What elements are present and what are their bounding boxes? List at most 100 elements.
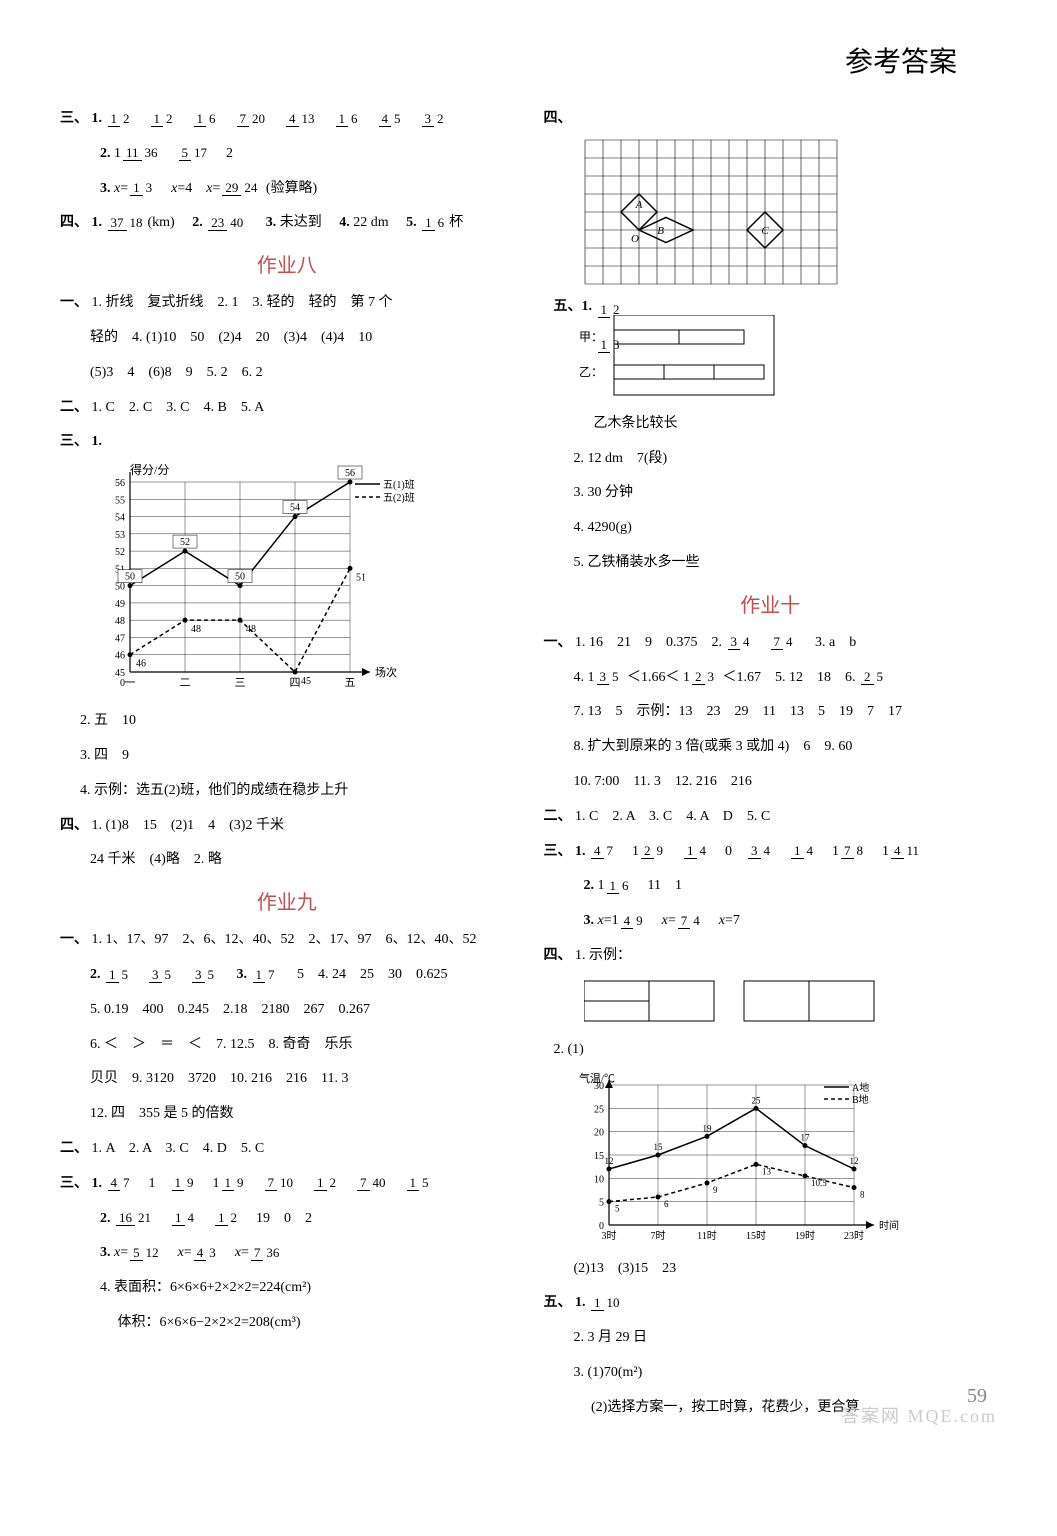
svg-text:56: 56	[115, 478, 125, 489]
svg-text:O: O	[631, 233, 639, 245]
hw9-1-2: 2. 15 35 35 3. 17 5 4. 24 25 30 0.625	[60, 960, 514, 991]
hw10-4: 四、 1. 示例：	[544, 941, 998, 972]
svg-text:9: 9	[713, 1185, 718, 1195]
bars-diagram: 五、1.甲：乙：1213	[544, 295, 998, 405]
svg-text:A: A	[634, 199, 642, 211]
svg-text:乙：: 乙：	[579, 365, 603, 379]
example-boxes	[544, 976, 998, 1031]
svg-text:47: 47	[115, 634, 125, 645]
svg-text:23时: 23时	[844, 1230, 864, 1242]
svg-text:得分/分: 得分/分	[130, 462, 169, 477]
hw9-1-12: 12. 四 355 是 5 的倍数	[60, 1099, 514, 1130]
svg-text:50: 50	[115, 582, 125, 593]
r-5-2: 2. 12 dm 7(段)	[544, 444, 998, 475]
svg-text:52: 52	[115, 547, 125, 558]
part4-row: 四、 1. 3718(km) 2. 2340 3. 未达到 4. 22 dm 5…	[60, 208, 514, 239]
part3-row2: 2. 11136 517 2	[60, 139, 514, 170]
svg-text:15时: 15时	[746, 1230, 766, 1242]
r-part4: 四、	[544, 104, 998, 135]
hw10-1-4: 4. 135 ＜1.66＜ 123 ＜1.67 5. 12 18 6. 25	[544, 663, 998, 694]
r-5-3: 3. 30 分钟	[544, 478, 998, 509]
hw10-2: 二、 1. C 2. A 3. C 4. A D 5. C	[544, 802, 998, 833]
score-chart: 得分/分454647484950515253545556一二三四五0场次5052…	[60, 462, 514, 702]
temp-chart: 气温/℃0510152025303时7时11时15时19时23时时间121519…	[544, 1070, 998, 1250]
page-title: 参考答案	[60, 40, 997, 80]
svg-text:二: 二	[180, 677, 191, 689]
svg-text:场次: 场次	[375, 665, 397, 679]
hw8-3-4: 4. 示例：选五(2)班，他们的成绩在稳步上升	[60, 776, 514, 807]
svg-text:11时: 11时	[697, 1230, 717, 1242]
hw10-3-2: 2. 116 11 1	[544, 871, 998, 902]
right-column: 四、 ABOC 五、1.甲：乙：1213 乙木条比较长 2. 12 dm 7(段…	[544, 100, 998, 1428]
hw10-1-8: 8. 扩大到原来的 3 倍(或乘 3 或加 4) 6 9. 60	[544, 732, 998, 763]
svg-text:51: 51	[356, 573, 366, 584]
svg-text:50: 50	[125, 572, 135, 583]
svg-text:54: 54	[290, 503, 300, 514]
hw9-3-2: 2. 1621 14 12 19 0 2	[60, 1204, 514, 1235]
hw10-5-1: 五、 1. 110	[544, 1288, 998, 1319]
hw9-3-3: 3. x=512 x=43 x=736	[60, 1238, 514, 1269]
svg-text:25: 25	[751, 1095, 761, 1105]
svg-text:8: 8	[860, 1189, 865, 1199]
svg-text:四: 四	[290, 677, 301, 689]
svg-text:12: 12	[849, 1156, 858, 1166]
svg-text:49: 49	[115, 599, 125, 610]
svg-text:19时: 19时	[795, 1230, 815, 1242]
svg-text:52: 52	[180, 537, 190, 548]
hw10-5-3: 3. (1)70(m²)	[544, 1358, 998, 1389]
hw10-4-2: 2. (1)	[544, 1035, 998, 1066]
svg-text:7时: 7时	[650, 1230, 665, 1242]
svg-text:30: 30	[594, 1081, 604, 1092]
svg-text:10.5: 10.5	[811, 1178, 827, 1188]
svg-text:13: 13	[762, 1166, 772, 1176]
svg-text:19: 19	[702, 1123, 712, 1133]
hw9-1-1: 一、 1. 1、17、97 2、6、12、40、52 2、17、97 6、12、…	[60, 925, 514, 956]
hw9-3-1: 三、 1. 47 1 19 119 710 12 740 15	[60, 1169, 514, 1200]
svg-text:48: 48	[115, 616, 125, 627]
hw9-3-4b: 体积：6×6×6−2×2×2=208(cm³)	[60, 1308, 514, 1339]
r-5-5: 5. 乙铁桶装水多一些	[544, 548, 998, 579]
svg-text:53: 53	[115, 530, 125, 541]
svg-text:B: B	[657, 225, 664, 237]
hw9-2: 二、 1. A 2. A 3. C 4. D 5. C	[60, 1134, 514, 1165]
svg-text:五: 五	[345, 677, 356, 689]
hw10-5-2: 2. 3 月 29 日	[544, 1323, 998, 1354]
hw10-1-1: 一、 1. 16 21 9 0.375 2. 34 74 3. a b	[544, 628, 998, 659]
svg-text:时间: 时间	[879, 1219, 899, 1232]
svg-text:50: 50	[235, 572, 245, 583]
bars-note: 乙木条比较长	[544, 409, 998, 440]
hw8-4-line1: 四、 1. (1)8 15 (2)1 4 (3)2 千米	[60, 811, 514, 842]
svg-text:54: 54	[115, 513, 125, 524]
svg-text:46: 46	[115, 651, 125, 662]
svg-text:五(2)班: 五(2)班	[383, 492, 415, 504]
watermark: 答案网 MQE.com	[841, 1402, 997, 1428]
hw8-3-3: 3. 四 9	[60, 741, 514, 772]
svg-text:10: 10	[594, 1174, 604, 1185]
svg-text:20: 20	[594, 1127, 604, 1138]
hw10-4-2b: (2)13 (3)15 23	[544, 1254, 998, 1285]
hw9-1-6b: 贝贝 9. 3120 3720 10. 216 216 11. 3	[60, 1064, 514, 1095]
hw10-1-10: 10. 7:00 11. 3 12. 216 216	[544, 767, 998, 798]
svg-text:25: 25	[594, 1104, 604, 1115]
hw10-3-1: 三、 1. 47 129 14 0 34 14 178 1411	[544, 837, 998, 868]
svg-text:15: 15	[594, 1151, 604, 1162]
svg-text:45: 45	[301, 676, 311, 687]
svg-text:5: 5	[599, 1197, 604, 1208]
hw8-4-line2: 24 千米 (4)略 2. 略	[60, 845, 514, 876]
hw9-1-6: 6. ＜ ＞ ＝ ＜ 7. 12.5 8. 奇奇 乐乐	[60, 1030, 514, 1061]
svg-text:0: 0	[120, 678, 125, 689]
svg-text:56: 56	[345, 468, 355, 479]
hw8-1-line3: (5)3 4 (6)8 9 5. 2 6. 2	[60, 358, 514, 389]
svg-text:48: 48	[246, 624, 256, 635]
svg-text:一: 一	[125, 677, 136, 689]
part3-row3: 3. x=13 x=4 x=2924 (验算略)	[60, 174, 514, 205]
hw8-2: 二、 1. C 2. C 3. C 4. B 5. A	[60, 393, 514, 424]
svg-text:B地: B地	[852, 1093, 869, 1106]
content-columns: 三、 1. 12 12 16 720 413 16 45 32 2. 11136…	[60, 100, 997, 1428]
left-column: 三、 1. 12 12 16 720 413 16 45 32 2. 11136…	[60, 100, 514, 1428]
hw8-1-line2: 轻的 4. (1)10 50 (2)4 20 (3)4 (4)4 10	[60, 323, 514, 354]
hw10-3-3: 3. x=149 x=74 x=7	[544, 906, 998, 937]
svg-text:A地: A地	[852, 1081, 869, 1094]
hw9-3-4a: 4. 表面积：6×6×6+2×2×2=224(cm²)	[60, 1273, 514, 1304]
svg-text:55: 55	[115, 495, 125, 506]
